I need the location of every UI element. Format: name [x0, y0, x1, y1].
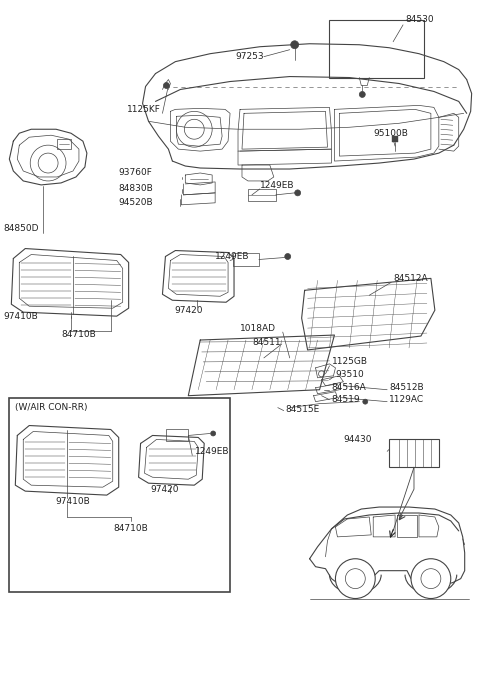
- Bar: [248, 189, 276, 201]
- Text: 1125GB: 1125GB: [332, 357, 368, 366]
- Text: 97410B: 97410B: [3, 311, 38, 320]
- Text: 97410B: 97410B: [55, 497, 90, 506]
- Text: 1249EB: 1249EB: [215, 252, 250, 261]
- Text: 84519: 84519: [332, 395, 360, 404]
- Text: 97420: 97420: [151, 484, 179, 494]
- Circle shape: [363, 399, 368, 404]
- Text: 97420: 97420: [174, 306, 203, 315]
- Text: 84530: 84530: [405, 15, 433, 25]
- Circle shape: [285, 254, 291, 259]
- Text: 84830B: 84830B: [119, 185, 154, 193]
- Circle shape: [411, 558, 451, 598]
- Text: 1249EB: 1249EB: [260, 181, 294, 191]
- Bar: [167, 429, 188, 441]
- Text: 93510: 93510: [336, 370, 364, 379]
- Bar: [9, 398, 230, 591]
- Text: 95100B: 95100B: [373, 129, 408, 138]
- Text: 97253: 97253: [235, 52, 264, 61]
- Text: 94520B: 94520B: [119, 198, 153, 207]
- Text: 84850D: 84850D: [3, 224, 39, 233]
- Bar: [233, 252, 259, 266]
- Text: 84710B: 84710B: [113, 524, 148, 534]
- Text: (W/AIR CON-RR): (W/AIR CON-RR): [15, 403, 88, 412]
- Text: 84516A: 84516A: [332, 383, 366, 392]
- Circle shape: [360, 91, 365, 97]
- Text: 84710B: 84710B: [61, 329, 96, 339]
- Text: 1129AC: 1129AC: [389, 395, 424, 404]
- Circle shape: [295, 190, 300, 196]
- Text: 84515E: 84515E: [286, 405, 320, 414]
- Bar: [329, 20, 424, 78]
- Circle shape: [211, 431, 216, 436]
- Bar: [392, 137, 398, 142]
- Text: 1125KF: 1125KF: [127, 105, 160, 114]
- Text: 84511: 84511: [252, 338, 280, 346]
- Circle shape: [291, 40, 299, 49]
- Text: 84512B: 84512B: [389, 383, 424, 392]
- Text: 1018AD: 1018AD: [240, 324, 276, 333]
- Circle shape: [336, 558, 375, 598]
- Text: 94430: 94430: [343, 435, 372, 444]
- Bar: [389, 440, 439, 467]
- Bar: [57, 139, 71, 149]
- Text: 84512A: 84512A: [393, 274, 428, 283]
- Text: 1249EB: 1249EB: [195, 447, 230, 456]
- Text: 93760F: 93760F: [119, 169, 153, 178]
- Circle shape: [164, 82, 169, 88]
